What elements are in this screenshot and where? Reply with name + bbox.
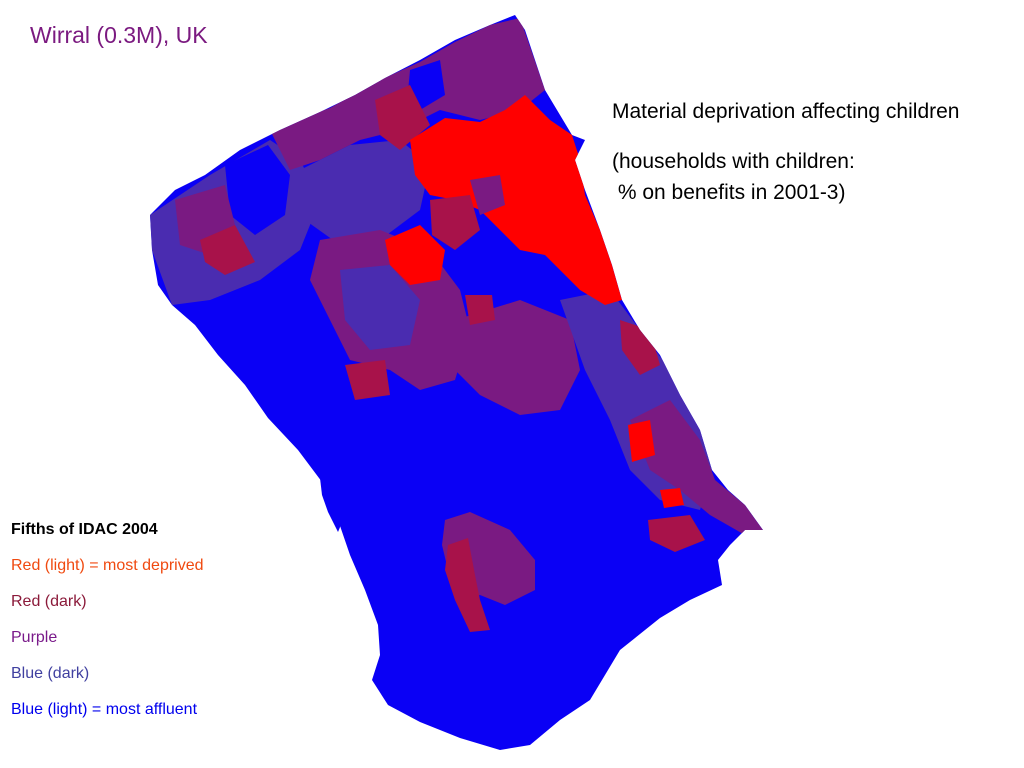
island-hilbre (320, 470, 345, 532)
region-red-dark-inner (430, 195, 480, 250)
region-purple-east (630, 400, 763, 535)
region-red-dark-central-east (465, 295, 495, 325)
legend-item-blue-light: Blue (light) = most affluent (11, 701, 198, 718)
region-purple-inner (470, 175, 505, 215)
legend-item-red-dark: Red (dark) (11, 593, 87, 610)
region-purple-central-south (455, 300, 580, 415)
region-red-light-northeast (410, 95, 622, 305)
region-blue-dark-central (340, 265, 420, 350)
region-red-dark-west (200, 225, 255, 275)
region-blue-light-north-patch (408, 60, 445, 110)
legend-item-blue-dark: Blue (dark) (11, 665, 90, 682)
region-red-dark-central (345, 360, 390, 400)
legend-item-purple: Purple (11, 629, 58, 646)
island-small (356, 518, 375, 535)
region-red-light-southeast-patch (660, 488, 684, 508)
page-title: Wirral (0.3M), UK (30, 22, 208, 48)
region-red-dark-south (445, 538, 490, 632)
region-blue-dark-north (300, 140, 430, 245)
region-blue-light-west (225, 145, 290, 235)
region-red-dark-north (375, 85, 430, 150)
map-legend: Fifths of IDAC 2004 Red (light) = most d… (11, 519, 204, 735)
legend-heading: Fifths of IDAC 2004 (11, 521, 158, 538)
map-subtitle: Material deprivation affecting children (612, 100, 960, 123)
region-red-light-east-patch (628, 420, 655, 462)
region-red-dark-southeast (648, 515, 705, 552)
map-note: (households with children: % on benefits… (612, 150, 855, 204)
legend-item-red-light: Red (light) = most deprived (11, 557, 204, 574)
map-regions (150, 18, 763, 632)
region-red-light-central-west (385, 225, 445, 285)
